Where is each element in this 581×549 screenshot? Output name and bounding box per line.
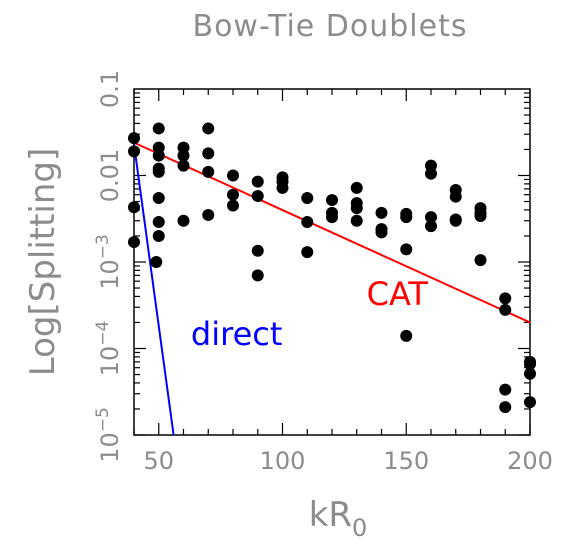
data-point [202,165,215,178]
data-point [128,236,140,249]
data-point [449,190,462,203]
data-point [350,214,363,227]
data-point [524,367,536,380]
data-point [227,188,239,201]
data-point [251,269,264,282]
data-point [301,246,314,259]
data-point [227,199,239,212]
x-axis-label: kR0 [309,495,368,542]
direct-line-label: direct [191,315,282,353]
svg-text:0.1: 0.1 [96,70,124,108]
data-point [449,214,462,227]
data-point [375,206,388,219]
plot-frame [133,88,531,436]
x-tick-label: 150 [383,447,429,475]
data-point [301,216,314,229]
data-point [326,194,338,207]
data-point [177,149,190,162]
data-point [251,189,264,202]
data-point [276,181,289,194]
data-point [202,208,215,221]
data-point [301,191,314,204]
chart-title: Bow-Tie Doublets [193,9,468,44]
data-point [128,201,140,214]
data-point [499,401,512,414]
data-point [150,256,163,268]
data-point [202,147,215,160]
data-point [251,175,264,188]
y-tick-label: 0.1 [96,70,124,108]
data-point [152,149,165,162]
data-point [128,145,140,158]
data-point [474,210,487,223]
data-point [177,214,190,227]
cat-line-label: CAT [367,275,429,313]
data-point [474,254,487,267]
y-tick-label: 10−5 [93,407,124,463]
data-point [128,132,140,145]
y-tick-label: 10−3 [93,234,124,290]
axis-ticks [133,89,531,436]
data-point [499,292,512,305]
y-tick-label: 10−4 [93,321,124,377]
data-point [499,303,512,316]
data-point [152,165,165,178]
data-point [350,181,363,194]
x-tick-label: 50 [143,447,174,475]
data-point [400,243,413,256]
svg-text:0.01: 0.01 [96,149,124,202]
data-point [152,122,165,135]
data-point [400,211,413,224]
x-tick-label: 100 [260,447,306,475]
direct-line [133,144,175,436]
data-point [177,159,190,172]
data-point [499,383,512,396]
data-point [524,396,536,409]
data-point [326,211,338,224]
y-tick-labels: 0.1 0.01 10−3 10−4 10−5 [93,70,124,463]
y-axis-label: Log[Splitting] [23,148,63,377]
x-tick-labels: 50 100 150 200 [143,447,552,475]
svg-text:10−5: 10−5 [93,407,124,463]
data-point [425,211,437,224]
data-point [400,329,413,342]
data-points [128,122,536,414]
data-point [375,226,388,239]
data-point [251,244,264,257]
data-point [152,229,165,242]
svg-text:10−4: 10−4 [93,321,124,377]
data-point [152,216,165,229]
data-point [425,167,437,180]
data-point [152,191,165,204]
data-point [425,220,437,233]
data-point [524,358,536,371]
cat-line [133,141,531,324]
data-point [202,122,215,135]
fit-lines [133,141,531,436]
data-point [227,169,239,182]
y-tick-label: 0.01 [96,149,124,202]
svg-text:10−3: 10−3 [93,234,124,290]
data-point [350,202,363,215]
x-tick-label: 200 [507,447,553,475]
